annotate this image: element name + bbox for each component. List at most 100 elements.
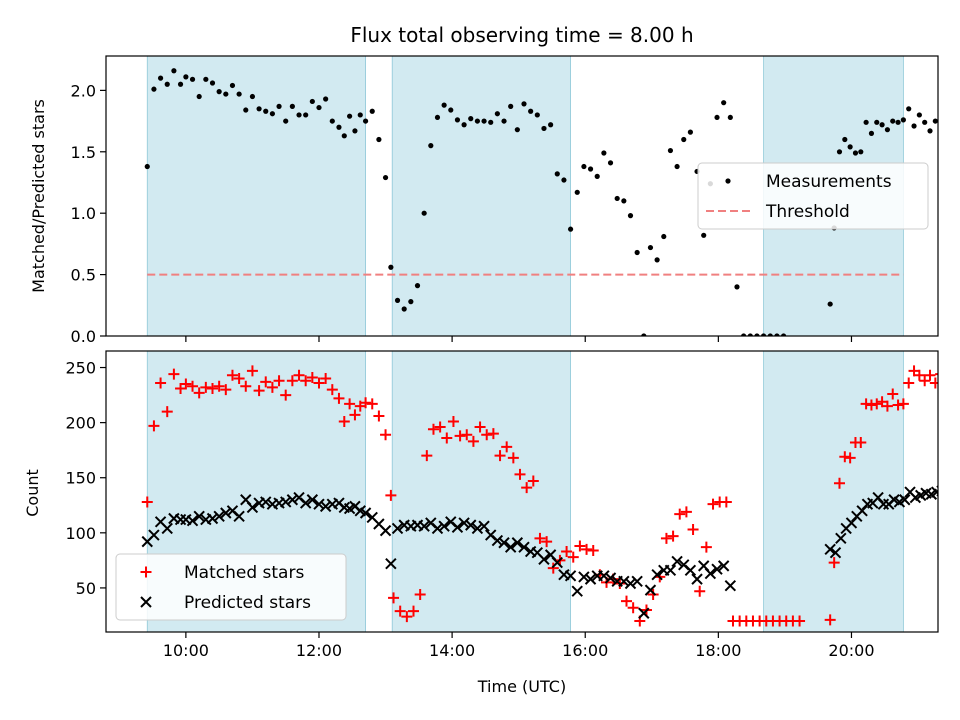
measurement-point [283, 118, 289, 124]
predicted-star-point [684, 564, 697, 576]
matched-star-point [161, 406, 173, 418]
matched-star-point [501, 441, 513, 453]
matched-star-point [481, 429, 493, 441]
legend-label: Threshold [765, 202, 850, 222]
matched-star-point [647, 589, 659, 601]
matched-star-point [148, 420, 160, 432]
matched-star-point [547, 562, 559, 574]
predicted-star-point [624, 577, 637, 590]
y-tick-label: 200 [65, 414, 96, 433]
measurement-point [441, 102, 447, 108]
matched-star-point [534, 532, 546, 544]
predicted-star-point [717, 560, 730, 572]
measurement-point [508, 103, 514, 109]
predicted-star-point [359, 507, 372, 519]
measurement-point [627, 213, 634, 219]
measurement-point [151, 86, 157, 92]
matched-star-point [306, 371, 318, 383]
y-tick-label: 2.0 [71, 81, 96, 100]
y-axis-title-ratio: Matched/Predicted stars [29, 99, 48, 293]
measurement-point [144, 163, 150, 170]
matched-star-point [587, 544, 599, 556]
predicted-star-point [711, 563, 723, 575]
legend-label: Predicted stars [184, 593, 311, 613]
matched-star-point [680, 506, 692, 518]
matched-star-point [454, 430, 466, 442]
predicted-star-point [465, 519, 477, 531]
measurement-point [514, 127, 520, 133]
predicted-star-point [604, 572, 617, 584]
matched-star-point [360, 397, 372, 409]
measurement-point [216, 89, 222, 95]
matched-star-point [155, 377, 167, 389]
matched-star-point [871, 398, 883, 410]
legend-label: Measurements [766, 172, 892, 192]
matched-star-point [206, 382, 218, 394]
matched-star-point [956, 388, 960, 399]
measurement-point [434, 114, 441, 121]
measurement-point [661, 233, 667, 240]
predicted-star-point [193, 510, 205, 523]
legend-marker-measurements [725, 178, 731, 184]
measurement-point [774, 333, 780, 336]
measurement-point [858, 149, 864, 155]
measurement-point [927, 128, 933, 134]
plot-frame [105, 55, 939, 337]
predicted-star-point [835, 532, 847, 545]
x-tick-label: 12:00 [296, 641, 342, 660]
measurement-point [501, 118, 507, 124]
measurement-point [341, 133, 347, 139]
predicted-star-point [824, 543, 836, 556]
measurement-point [183, 74, 189, 80]
measurement-point [701, 232, 707, 238]
measurement-point [401, 306, 407, 312]
measurement-point [454, 117, 461, 123]
matched-star-point [887, 388, 899, 400]
predicted-star-point [551, 556, 563, 569]
matched-star-point [408, 605, 420, 617]
measurement-point [895, 119, 901, 125]
y-tick-label: 0.0 [71, 327, 96, 346]
predicted-star-point [618, 575, 630, 588]
x-tick-label: 10:00 [163, 641, 209, 660]
measurement-point [256, 106, 262, 112]
predicted-star-point [498, 537, 510, 549]
predicted-star-point [491, 534, 504, 547]
predicted-star-point [438, 520, 450, 532]
matched-star-point [828, 557, 840, 569]
measurement-point [852, 150, 859, 156]
matched-star-point [380, 429, 392, 441]
measurement-point [641, 333, 647, 336]
measurement-point [236, 91, 242, 97]
plot-frame [105, 350, 939, 633]
matched-star-point [494, 450, 506, 462]
matched-star-point [427, 423, 439, 435]
measurement-point [721, 100, 727, 106]
measurement-point [587, 166, 594, 172]
measurement-point [289, 103, 295, 109]
x-tick-label: 16:00 [562, 641, 608, 660]
predicted-star-point [220, 507, 232, 519]
count-panel: 10:00 12:00 14:00 16:00 18:00 20:00 50 100 150 20… [65, 350, 960, 660]
predicted-star-point [948, 487, 958, 497]
predicted-star-point [319, 500, 332, 513]
measurement-point [474, 118, 481, 124]
matched-star-point [929, 377, 938, 389]
predicted-star-point [518, 541, 530, 553]
matched-star-point [401, 611, 413, 623]
matched-star-point [187, 380, 199, 392]
predicted-star-point [478, 520, 490, 532]
measurement-point [528, 108, 534, 114]
measurement-point [196, 93, 202, 100]
predicted-star-point [391, 522, 404, 535]
matched-star-point [903, 377, 915, 389]
matched-star-point [892, 399, 904, 411]
matched-star-point [881, 400, 893, 412]
matched-star-point [567, 551, 579, 563]
measurement-point [954, 118, 959, 123]
matched-star-point [467, 435, 479, 447]
matched-star-point [320, 373, 332, 385]
measurement-point [229, 82, 236, 89]
measurement-point [421, 210, 427, 216]
